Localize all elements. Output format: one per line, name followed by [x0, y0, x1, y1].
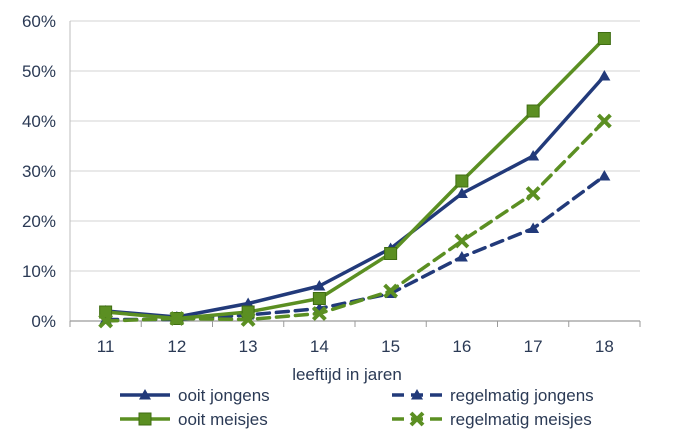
data-point	[313, 280, 326, 291]
x-tick-label: 11	[97, 337, 115, 356]
x-tick-label: 16	[452, 337, 471, 356]
x-tick-label: 14	[310, 337, 329, 356]
legend-label: regelmatig meisjes	[450, 410, 592, 429]
legend-swatch-marker	[411, 389, 423, 400]
series-ooit-meisjes	[99, 32, 611, 325]
legend-label: regelmatig jongens	[450, 386, 594, 405]
legend-swatch-marker	[138, 412, 152, 426]
marker-stroke	[240, 312, 256, 327]
legend-swatch-marker	[409, 411, 425, 427]
data-point	[312, 292, 326, 305]
data-point	[454, 233, 470, 249]
y-tick-label: 30%	[22, 162, 56, 181]
data-point	[526, 104, 540, 118]
legend-item: ooit meisjes	[120, 410, 268, 429]
data-point	[597, 32, 611, 45]
data-point	[598, 170, 611, 181]
data-point	[169, 311, 185, 326]
series-line	[103, 74, 607, 319]
data-point	[384, 247, 398, 260]
marker-stroke	[169, 311, 185, 326]
data-point	[99, 305, 113, 319]
x-tick-label: 17	[524, 337, 543, 356]
series-lines	[98, 32, 612, 329]
series-regelmatig-meisjes	[98, 113, 612, 329]
data-point	[598, 70, 611, 81]
marker-stroke	[409, 411, 425, 427]
data-point	[527, 150, 540, 161]
data-point	[455, 174, 469, 188]
y-tick-label: 20%	[22, 212, 56, 231]
data-point	[98, 313, 114, 329]
data-point	[240, 312, 256, 327]
data-point	[525, 186, 541, 201]
series-line	[103, 36, 607, 321]
data-point	[242, 297, 255, 308]
legend-swatch-marker	[139, 389, 151, 400]
x-tick-labels: 11 12 13 14 15 16 17 18	[97, 337, 614, 356]
marker-stroke	[98, 313, 114, 329]
y-tick-labels: 0% 10% 20% 30% 40% 50% 60%	[22, 12, 56, 331]
data-point	[596, 113, 612, 129]
legend-label: ooit jongens	[178, 386, 270, 405]
marker-stroke	[311, 306, 327, 321]
y-tick-label: 40%	[22, 112, 56, 131]
x-tick-label: 13	[239, 337, 258, 356]
data-point	[311, 306, 327, 321]
legend-label: ooit meisjes	[178, 410, 268, 429]
axes	[69, 21, 641, 327]
y-tick-label: 50%	[22, 62, 56, 81]
y-tick-label: 60%	[22, 12, 56, 31]
marker-stroke	[596, 113, 612, 129]
legend: ooit jongens regelmatig jongens ooit meisj…	[120, 386, 594, 429]
legend-item: ooit jongens	[120, 386, 270, 405]
x-tick-label: 18	[595, 337, 614, 356]
data-point	[527, 222, 540, 233]
x-tick-label: 15	[381, 337, 400, 356]
marker-stroke	[454, 233, 470, 249]
data-point	[455, 187, 468, 198]
marker-stroke	[525, 186, 541, 201]
x-axis-title: leeftijd in jaren	[292, 365, 402, 384]
x-tick-label: 12	[167, 337, 186, 356]
y-tick-label: 0%	[31, 312, 56, 331]
y-tick-label: 10%	[22, 262, 56, 281]
legend-item: regelmatig meisjes	[392, 410, 592, 429]
data-point	[383, 283, 399, 299]
data-point	[455, 251, 468, 262]
series-line	[103, 119, 607, 323]
legend-item: regelmatig jongens	[392, 386, 594, 405]
marker-stroke	[383, 283, 399, 299]
grid-lines	[70, 20, 640, 272]
